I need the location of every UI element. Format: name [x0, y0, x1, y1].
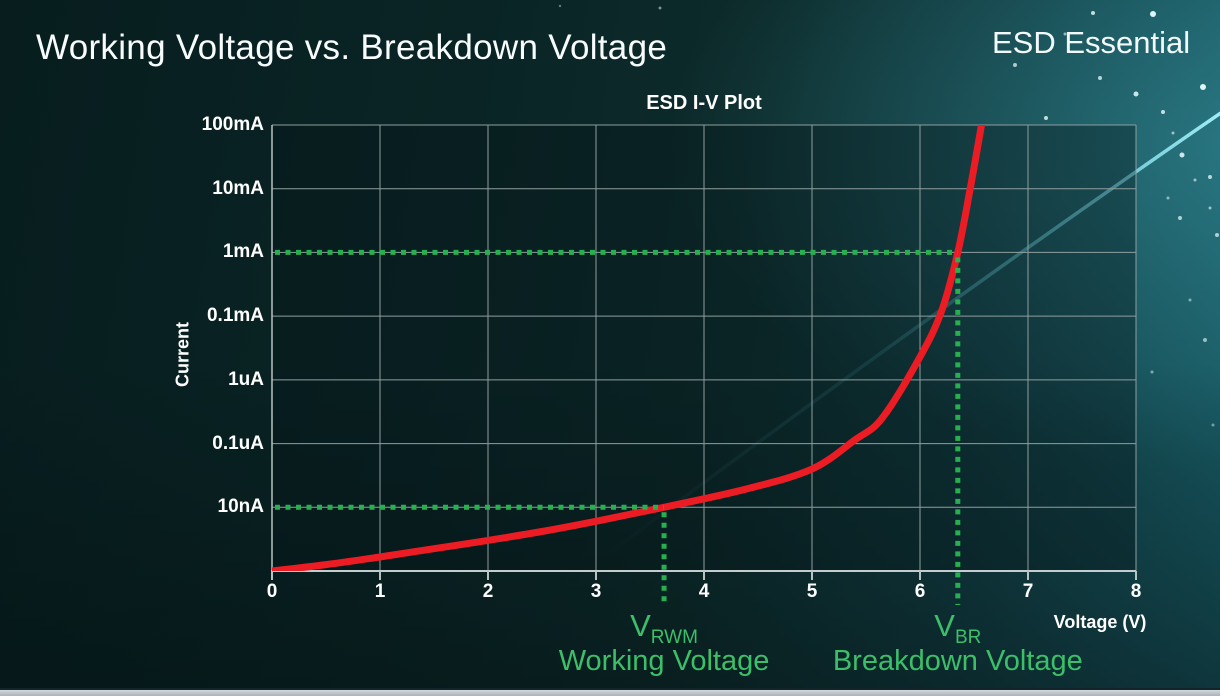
chart-title: ESD I-V Plot: [646, 92, 762, 114]
y-tick-label: 100mA: [201, 114, 264, 135]
y-tick-label: 10nA: [217, 496, 264, 518]
y-tick-label: 1uA: [228, 368, 264, 390]
background-star: [1166, 196, 1170, 200]
background-light-streak: [598, 111, 1220, 562]
breakdown-voltage-symbol: VBR: [934, 608, 982, 649]
background-star: [1133, 91, 1139, 97]
x-axis-label: Voltage (V): [1053, 612, 1147, 632]
x-tick-label: 6: [914, 581, 926, 602]
background-star: [1150, 11, 1156, 17]
x-tick-label: 4: [698, 581, 710, 602]
working-voltage-symbol: VRWM: [630, 608, 698, 649]
x-tick-label: 7: [1022, 581, 1034, 602]
x-tick-label: 1: [374, 581, 386, 602]
background-star: [1063, 32, 1067, 36]
background-star: [1179, 152, 1185, 158]
background-star: [1208, 206, 1212, 210]
y-tick-label: 0.1mA: [206, 305, 264, 327]
background-star: [1188, 298, 1192, 302]
y-tick-label: 0.1uA: [212, 432, 264, 454]
background-star: [1013, 63, 1017, 67]
background-star: [1215, 233, 1219, 237]
background-star: [1211, 423, 1215, 427]
working-voltage-label: Working Voltage: [558, 645, 770, 677]
background-star: [1203, 338, 1207, 342]
background-star: [1091, 11, 1095, 15]
iv-curve: [272, 125, 986, 571]
y-tick-label: 10mA: [212, 177, 264, 199]
x-tick-label: 3: [590, 581, 602, 602]
background-star: [558, 4, 562, 8]
y-tick-label: 1mA: [222, 241, 264, 263]
x-tick-label: 2: [482, 581, 494, 602]
x-tick-label: 5: [806, 581, 818, 602]
x-tick-label: 8: [1130, 581, 1142, 602]
background-star: [658, 6, 662, 10]
background-star: [1171, 131, 1175, 135]
background-star: [1200, 84, 1206, 90]
bottom-edge-strip: [0, 688, 1220, 696]
page-title: Working Voltage vs. Breakdown Voltage: [36, 28, 668, 67]
brand-text: ESD Essential: [992, 25, 1191, 60]
background-star: [1098, 76, 1102, 80]
background-star: [1150, 370, 1154, 374]
background-star: [1044, 116, 1048, 120]
background-star: [1208, 175, 1212, 179]
background-star: [1161, 110, 1165, 114]
background-star: [1178, 216, 1182, 220]
breakdown-voltage-label: Breakdown Voltage: [832, 645, 1083, 677]
x-tick-label: 0: [266, 581, 278, 602]
background-star: [1193, 178, 1197, 182]
